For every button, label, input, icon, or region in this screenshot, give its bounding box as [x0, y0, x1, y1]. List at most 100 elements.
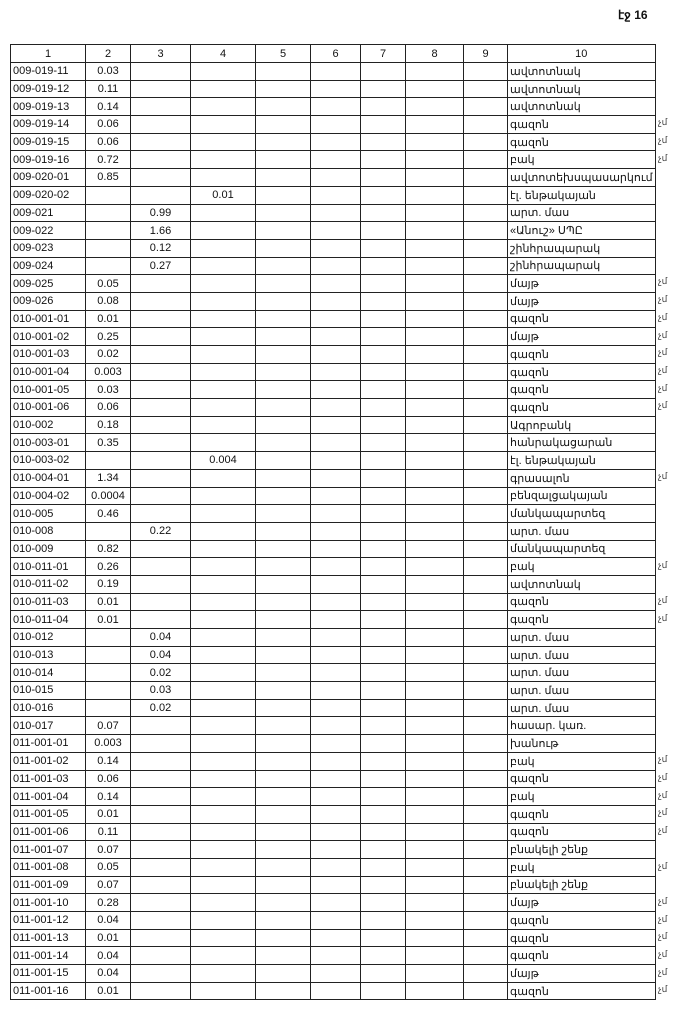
- cell-col-4: [190, 946, 256, 966]
- cell-col-10: ավտոտեխսպասարկում: [507, 168, 656, 187]
- cell-col-4: [190, 911, 256, 930]
- cell-col-6: [310, 822, 361, 842]
- cell-col-6: [310, 610, 361, 629]
- cell-col-6: [310, 946, 361, 966]
- cell-col-6: [310, 698, 361, 718]
- cell-col-6: [310, 132, 361, 152]
- cell-col-3: [130, 946, 191, 966]
- cell-col-6: [310, 291, 361, 311]
- cell-col-5: [255, 787, 311, 806]
- cell-col-6: [310, 468, 361, 488]
- cell-col-9: [463, 787, 508, 806]
- cell-col-5: [255, 857, 311, 877]
- table-row: 010-002 0.18 Ագրոբանկ: [10, 415, 656, 435]
- cell-col-7: [360, 97, 406, 117]
- column-header: 5: [255, 44, 311, 63]
- cell-col-4: [190, 840, 256, 859]
- cell-col-4: [190, 362, 256, 382]
- cell-col-5: [255, 345, 311, 364]
- cell-col-1: 010-016: [10, 698, 86, 718]
- cell-col-1: 010-001-04: [10, 362, 86, 382]
- cell-col-2: 0.14: [85, 787, 131, 806]
- cell-col-8: [405, 663, 464, 683]
- cell-col-1: 011-001-16: [10, 981, 86, 1001]
- cell-col-7: [360, 893, 406, 912]
- cell-col-5: [255, 628, 311, 647]
- margin-note: չմ: [658, 913, 668, 924]
- cell-col-10: գազոն: [507, 928, 656, 948]
- cell-col-5: [255, 451, 311, 470]
- cell-col-9: [463, 539, 508, 559]
- cell-col-1: 009-019-12: [10, 79, 86, 99]
- cell-col-1: 009-019-13: [10, 97, 86, 117]
- cell-col-6: [310, 539, 361, 559]
- cell-col-7: [360, 433, 406, 453]
- cell-col-2: [85, 628, 131, 647]
- cell-col-7: [360, 928, 406, 948]
- cell-col-1: 010-001-05: [10, 380, 86, 400]
- cell-col-8: [405, 946, 464, 966]
- cell-col-5: [255, 663, 311, 683]
- cell-col-3: 0.22: [130, 521, 191, 541]
- cell-col-4: [190, 504, 256, 523]
- table-row: 010-001-06 0.06 գազոն: [10, 398, 656, 417]
- cell-col-8: [405, 574, 464, 594]
- cell-col-3: [130, 185, 191, 205]
- cell-col-1: 010-011-02: [10, 574, 86, 594]
- cell-col-6: [310, 115, 361, 134]
- cell-col-1: 010-003-01: [10, 433, 86, 453]
- cell-col-1: 010-003-02: [10, 451, 86, 470]
- cell-col-7: [360, 539, 406, 559]
- cell-col-4: [190, 291, 256, 311]
- cell-col-5: [255, 557, 311, 576]
- cell-col-5: [255, 822, 311, 842]
- cell-col-10: գազոն: [507, 981, 656, 1001]
- cell-col-7: [360, 981, 406, 1001]
- cell-col-4: [190, 787, 256, 806]
- cell-col-10: գազոն: [507, 380, 656, 400]
- margin-note: չմ: [658, 294, 668, 305]
- cell-col-1: 010-004-02: [10, 486, 86, 506]
- cell-col-10: գազոն: [507, 804, 656, 824]
- cell-col-6: [310, 221, 361, 240]
- cell-col-8: [405, 787, 464, 806]
- cell-col-10: հանրակացարան: [507, 433, 656, 453]
- cell-col-3: [130, 787, 191, 806]
- cell-col-9: [463, 928, 508, 948]
- cell-col-9: [463, 221, 508, 240]
- cell-col-9: [463, 380, 508, 400]
- cell-col-10: գազոն: [507, 946, 656, 966]
- cell-col-8: [405, 97, 464, 117]
- cell-col-10: Ագրոբանկ: [507, 415, 656, 435]
- table-row: 009-019-14 0.06 գազոն: [10, 115, 656, 134]
- cell-col-1: 010-001-06: [10, 398, 86, 417]
- cell-col-4: [190, 380, 256, 400]
- cell-col-4: [190, 150, 256, 170]
- column-header: 10: [507, 44, 656, 63]
- cell-col-9: [463, 610, 508, 629]
- cell-col-7: [360, 468, 406, 488]
- cell-col-5: [255, 486, 311, 506]
- cell-col-5: [255, 468, 311, 488]
- cell-col-10: գազոն: [507, 132, 656, 152]
- cell-col-10: արտ. մաս: [507, 203, 656, 223]
- cell-col-7: [360, 380, 406, 400]
- cell-col-2: [85, 663, 131, 683]
- cell-col-3: [130, 486, 191, 506]
- cell-col-6: [310, 964, 361, 983]
- cell-col-10: շինհրապարակ: [507, 238, 656, 258]
- cell-col-5: [255, 380, 311, 400]
- cell-col-9: [463, 274, 508, 293]
- cell-col-9: [463, 645, 508, 665]
- cell-col-10: գազոն: [507, 911, 656, 930]
- cell-col-1: 011-001-14: [10, 946, 86, 966]
- cell-col-4: [190, 964, 256, 983]
- cell-col-4: [190, 981, 256, 1001]
- cell-col-10: գրասալոն: [507, 468, 656, 488]
- cell-col-2: 0.07: [85, 875, 131, 895]
- cell-col-9: [463, 327, 508, 346]
- margin-note: չմ: [658, 754, 668, 765]
- cell-col-8: [405, 822, 464, 842]
- cell-col-10: մայթ: [507, 964, 656, 983]
- table-row: 010-001-04 0.003 գազոն: [10, 362, 656, 382]
